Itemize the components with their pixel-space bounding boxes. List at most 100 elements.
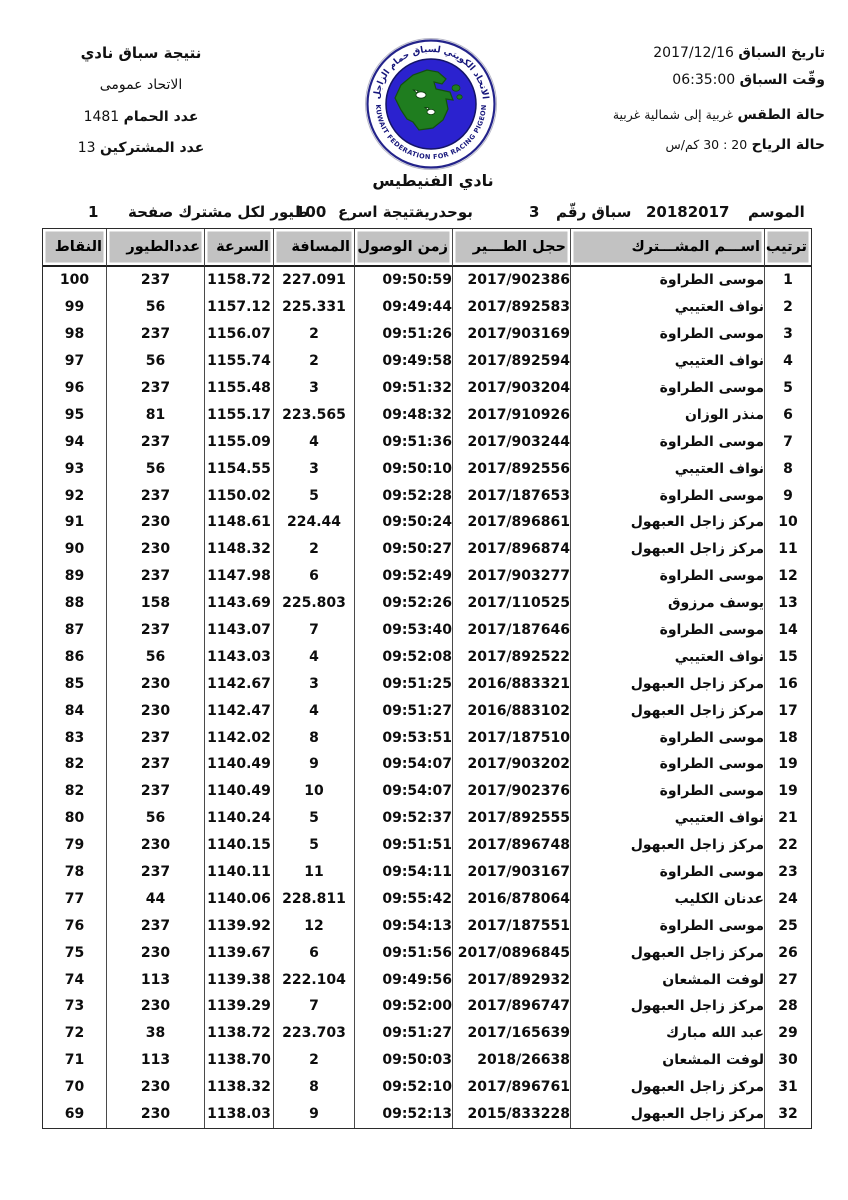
ring-number-cell: 2017/896747 — [452, 993, 570, 1020]
birds-count-cell: 56 — [106, 643, 204, 671]
ring-number-cell: 2017/903204 — [452, 374, 570, 402]
table-row: 4 نواف العتيبي 2017/892594 09:49:58 2 1155.74… — [43, 347, 811, 375]
birds-count-cell: 237 — [106, 428, 204, 456]
participant-name-cell: مركز زاجل العبهول — [570, 697, 764, 725]
result-bird-count: 100 — [295, 203, 327, 221]
pigeon-silhouettes-icon — [412, 89, 436, 116]
speed-cell: 1158.72 — [204, 267, 273, 294]
participant-name-cell: موسى الطراوة — [570, 428, 764, 456]
ring-number-cell: 2017/903244 — [452, 428, 570, 456]
rank-cell: 30 — [764, 1046, 811, 1074]
points-cell: 90 — [64, 541, 85, 558]
distance-cell: 224.44 — [273, 509, 354, 536]
birds-count-cell: 113 — [106, 966, 204, 994]
points-cell: 87 — [64, 622, 85, 639]
col-header-participant-name: اســـم المشـــترك — [570, 229, 764, 267]
birds-count-cell: 230 — [106, 535, 204, 563]
rank-cell: 19 — [764, 751, 811, 778]
kuwait-map-shape — [394, 69, 454, 131]
participant-name-cell: مركز زاجل العبهول — [570, 1073, 764, 1101]
distance-cell: 222.104 — [273, 966, 354, 994]
speed-cell: 1140.11 — [204, 858, 273, 886]
result-sheet-title: نتيجة سباق نادي — [80, 44, 202, 62]
distance-cell: 10 — [273, 777, 354, 805]
participant-name-cell: موسى الطراوة — [570, 858, 764, 886]
page-number: 1 — [88, 203, 99, 221]
arrival-time-cell: 09:54:11 — [354, 858, 452, 886]
col-header-rank: ترتيب — [764, 229, 811, 267]
speed-cell: 1139.29 — [204, 993, 273, 1020]
distance-cell: 227.091 — [273, 267, 354, 294]
table-row: 8 نواف العتيبي 2017/892556 09:50:10 3 1154.55… — [43, 455, 811, 483]
season-race-line: الموسم 20182017 سباق رقّم 3 بوحدرية نتيج… — [0, 199, 848, 225]
rank-cell: 19 — [764, 777, 811, 805]
table-row: 12 موسى الطراوة 2017/903277 09:52:49 6 1147.9… — [43, 562, 811, 590]
arrival-time-cell: 09:50:59 — [354, 267, 452, 294]
ring-number-cell: 2017/892594 — [452, 347, 570, 375]
speed-cell: 1143.07 — [204, 616, 273, 644]
race-number-value: 3 — [529, 203, 540, 221]
arrival-time-cell: 09:51:26 — [354, 320, 452, 348]
col-header-arrival-time: زمن الوصول — [354, 229, 452, 267]
table-row: 26 مركز زاجل العبهول 2017/0896845 09:51:56 6… — [43, 939, 811, 967]
birds-count-cell: 230 — [106, 1100, 204, 1128]
speed-cell: 1138.72 — [204, 1019, 273, 1047]
distance-cell: 9 — [273, 1100, 354, 1128]
birds-count-cell: 230 — [106, 670, 204, 698]
table-row: 24 عدنان الكليب 2016/878064 09:55:42 228.811… — [43, 885, 811, 913]
table-row: 19 موسى الطراوة 2017/902376 09:54:07 10 1140.… — [43, 777, 811, 805]
birds-count-cell: 56 — [106, 804, 204, 832]
participant-name-cell: موسى الطراوة — [570, 267, 764, 294]
ring-number-cell: 2017/892556 — [452, 455, 570, 483]
speed-cell: 1143.03 — [204, 643, 273, 671]
rank-cell: 16 — [764, 670, 811, 698]
table-row: 21 نواف العتيبي 2017/892555 09:52:37 5 1140.2… — [43, 804, 811, 832]
participant-name-cell: مركز زاجل العبهول — [570, 509, 764, 536]
rank-cell: 10 — [764, 509, 811, 536]
participant-name-cell: مركز زاجل العبهول — [570, 831, 764, 859]
birds-count-cell: 56 — [106, 455, 204, 483]
points-cell: 95 — [64, 406, 85, 423]
birds-count-cell: 230 — [106, 697, 204, 725]
points-cell: 75 — [64, 944, 85, 961]
birds-count-cell: 237 — [106, 912, 204, 940]
col-header-birds-count: عددالطيور — [106, 229, 204, 267]
birds-count-cell: 237 — [106, 267, 204, 294]
distance-cell: 3 — [273, 374, 354, 402]
distance-cell: 2 — [273, 320, 354, 348]
points-cell: 91 — [64, 514, 85, 531]
table-row: 30 لوفت المشعان 2018/26638 09:50:03 2 1138.70… — [43, 1046, 811, 1074]
season-value: 20182017 — [646, 203, 730, 221]
rank-cell: 21 — [764, 804, 811, 832]
ring-number-cell: 2017/892583 — [452, 293, 570, 321]
ring-number-cell: 2017/187510 — [452, 724, 570, 752]
table-row: 9 موسى الطراوة 2017/187653 09:52:28 5 1150.02… — [43, 482, 811, 510]
table-row: 22 مركز زاجل العبهول 2017/896748 09:51:51 5 1… — [43, 831, 811, 859]
ring-number-cell: 2017/896874 — [452, 535, 570, 563]
speed-cell: 1148.61 — [204, 509, 273, 536]
birds-count-cell: 230 — [106, 993, 204, 1020]
race-info-block: تاريخ السباق 2017/12/16 وقّت السباق 06:3… — [613, 44, 825, 154]
participant-count-label: عدد المشتركين — [100, 140, 205, 156]
birds-count-cell: 113 — [106, 1046, 204, 1074]
arrival-time-cell: 09:54:07 — [354, 751, 452, 778]
arrival-time-cell: 09:51:27 — [354, 1019, 452, 1047]
results-table: ترتيب اســـم المشـــترك حجل الطـــير زمن ال… — [42, 228, 812, 1129]
participant-name-cell: لوفت المشعان — [570, 1046, 764, 1074]
table-row: 7 موسى الطراوة 2017/903244 09:51:36 4 1155.09… — [43, 428, 811, 456]
ring-number-cell: 2016/883321 — [452, 670, 570, 698]
speed-cell: 1139.67 — [204, 939, 273, 967]
points-cell: 82 — [64, 756, 85, 773]
rank-cell: 26 — [764, 939, 811, 967]
points-cell: 77 — [64, 890, 85, 907]
table-row: 3 موسى الطراوة 2017/903169 09:51:26 2 1156.07… — [43, 320, 811, 348]
points-cell: 92 — [64, 487, 85, 504]
speed-cell: 1155.48 — [204, 374, 273, 402]
rank-cell: 22 — [764, 831, 811, 859]
birds-count-cell: 237 — [106, 562, 204, 590]
birds-count-cell: 81 — [106, 401, 204, 429]
points-cell: 100 — [59, 272, 90, 289]
participant-name-cell: نواف العتيبي — [570, 804, 764, 832]
distance-cell: 223.703 — [273, 1019, 354, 1047]
distance-cell: 2 — [273, 535, 354, 563]
